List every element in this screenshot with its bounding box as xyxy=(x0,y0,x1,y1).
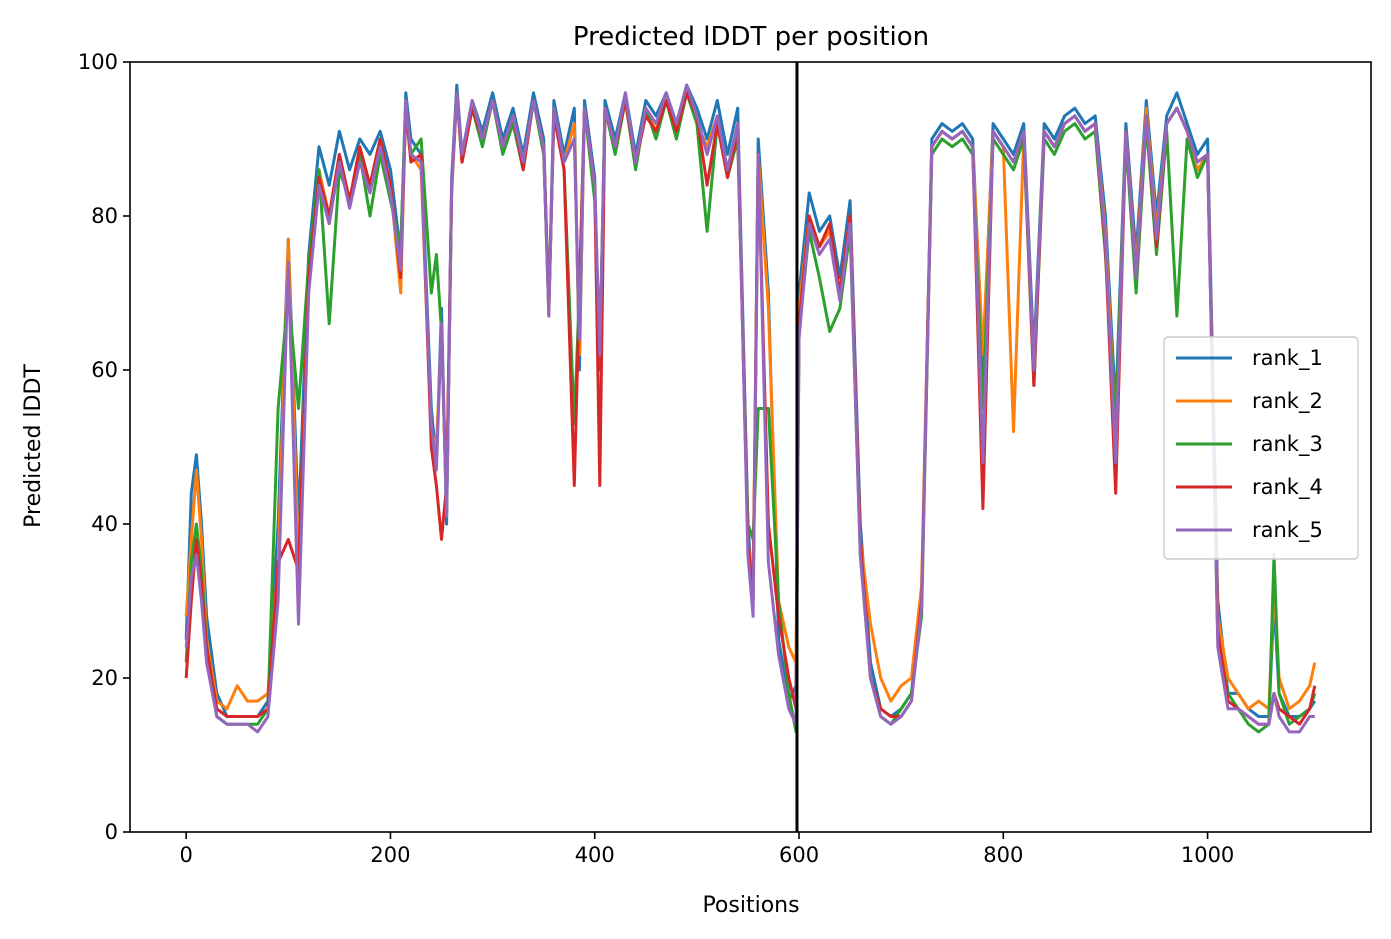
x-axis: 0 200 400 600 800 1000 xyxy=(179,832,1234,867)
series-layer xyxy=(184,83,1317,734)
y-tick-label: 80 xyxy=(91,204,118,228)
y-axis-title: Predicted lDDT xyxy=(21,364,46,528)
y-tick-label: 60 xyxy=(91,358,118,382)
legend: rank_1 rank_2 rank_3 rank_4 rank_5 xyxy=(1163,336,1359,560)
legend-label-rank_2: rank_2 xyxy=(1252,389,1323,414)
legend-label-rank_4: rank_4 xyxy=(1252,475,1323,500)
series-line-rank_5 xyxy=(184,83,1315,734)
y-tick-label: 40 xyxy=(91,512,118,536)
legend-label-rank_5: rank_5 xyxy=(1252,518,1323,543)
x-tick-label: 600 xyxy=(779,843,819,867)
plot-frame xyxy=(129,61,1372,833)
x-tick-label: 1000 xyxy=(1181,843,1234,867)
legend-label-rank_3: rank_3 xyxy=(1252,432,1323,457)
legend-label-rank_1: rank_1 xyxy=(1252,346,1323,371)
x-tick-label: 400 xyxy=(575,843,615,867)
x-axis-title: Positions xyxy=(702,893,799,918)
x-tick-label: 0 xyxy=(179,843,192,867)
chart-title: Predicted lDDT per position xyxy=(573,22,929,52)
y-tick-label: 20 xyxy=(91,666,118,690)
legend-box xyxy=(1163,336,1359,560)
x-tick-label: 200 xyxy=(370,843,410,867)
y-axis: 0 20 40 60 80 100 xyxy=(78,50,130,844)
x-tick-label: 800 xyxy=(983,843,1023,867)
y-tick-label: 0 xyxy=(105,820,118,844)
y-tick-label: 100 xyxy=(78,50,118,74)
